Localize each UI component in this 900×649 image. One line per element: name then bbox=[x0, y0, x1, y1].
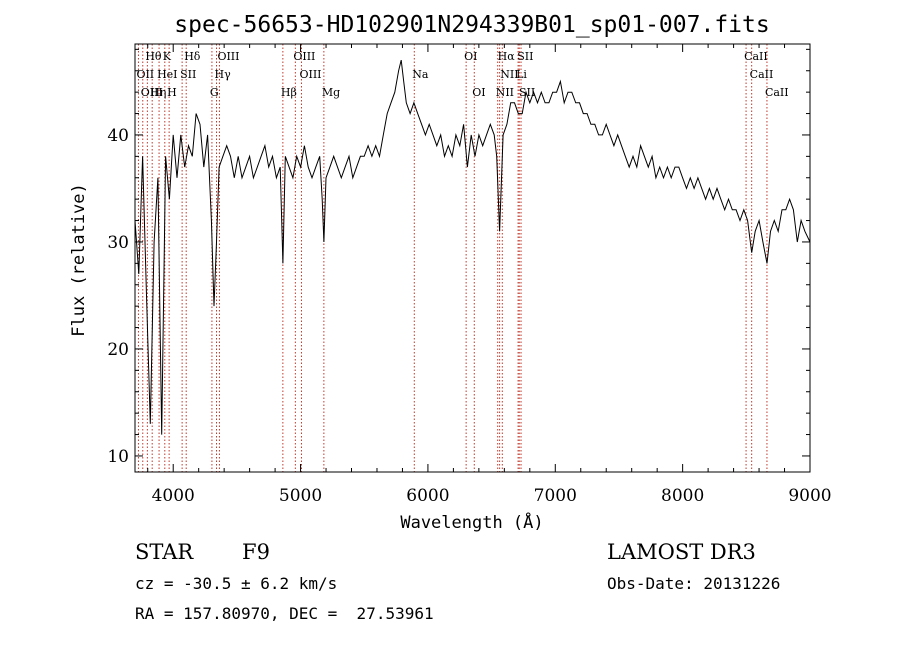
line-label-19: Hη bbox=[150, 86, 166, 99]
line-label-5: OI bbox=[464, 50, 477, 63]
line-label-3: OIII bbox=[217, 50, 239, 63]
x-tick-label-3: 7000 bbox=[534, 486, 577, 506]
line-label-8: CaII bbox=[744, 50, 768, 63]
line-label-2: Hδ bbox=[184, 50, 201, 63]
y-tick-label-3: 40 bbox=[107, 126, 129, 146]
line-label-22: Hβ bbox=[281, 86, 297, 99]
line-label-12: Hγ bbox=[215, 68, 232, 81]
line-label-11: SII bbox=[180, 68, 196, 81]
line-label-23: Mg bbox=[322, 86, 340, 99]
object-class: STAR bbox=[135, 540, 194, 564]
y-tick-label-2: 30 bbox=[107, 233, 129, 253]
y-axis-ticks: 10 20 30 40 bbox=[107, 48, 810, 467]
object-subclass: F9 bbox=[242, 540, 270, 564]
line-label-18: OIII bbox=[141, 86, 163, 99]
line-label-6: Hα bbox=[498, 50, 516, 63]
coordinates: RA = 157.80970, DEC = 27.53961 bbox=[135, 604, 434, 623]
x-tick-label-2: 6000 bbox=[406, 486, 449, 506]
survey-name: LAMOST DR3 bbox=[607, 540, 756, 564]
observation-date: Obs-Date: 20131226 bbox=[607, 574, 781, 593]
line-label-27: CaII bbox=[765, 86, 789, 99]
chart-title: spec-56653-HD102901N294339B01_sp01-007.f… bbox=[174, 12, 769, 38]
line-label-17: CaII bbox=[750, 68, 774, 81]
line-label-4: OIII bbox=[293, 50, 315, 63]
line-label-1: K bbox=[163, 50, 172, 63]
line-markers bbox=[137, 44, 768, 472]
x-tick-label-0: 4000 bbox=[152, 486, 195, 506]
line-label-15: NII bbox=[500, 68, 518, 81]
line-label-14: Na bbox=[412, 68, 429, 81]
line-label-16: Li bbox=[516, 68, 527, 81]
line-label-13: OIII bbox=[299, 68, 321, 81]
line-label-0: Hθ bbox=[145, 50, 162, 63]
plot-frame bbox=[134, 43, 811, 473]
x-axis-ticks: 4000 5000 6000 7000 8000 9000 bbox=[147, 44, 832, 506]
flux-series-line bbox=[134, 59, 811, 435]
redshift-cz: cz = -30.5 ± 6.2 km/s bbox=[135, 574, 338, 593]
y-tick-label-0: 10 bbox=[107, 447, 129, 467]
line-label-7: SII bbox=[517, 50, 533, 63]
x-tick-label-5: 9000 bbox=[788, 486, 831, 506]
line-label-25: NII bbox=[496, 86, 514, 99]
x-tick-label-4: 8000 bbox=[661, 486, 704, 506]
line-label-10: HeI bbox=[157, 68, 177, 81]
x-tick-label-1: 5000 bbox=[279, 486, 322, 506]
line-label-20: H bbox=[167, 86, 177, 99]
x-axis-label: Wavelength (Å) bbox=[400, 511, 543, 533]
y-axis-label: Flux (relative) bbox=[69, 183, 89, 337]
line-label-21: G bbox=[210, 86, 219, 99]
line-label-24: OI bbox=[472, 86, 485, 99]
line-label-9: OII bbox=[136, 68, 154, 81]
y-tick-label-1: 20 bbox=[107, 340, 129, 360]
line-label-26: SII bbox=[519, 86, 535, 99]
